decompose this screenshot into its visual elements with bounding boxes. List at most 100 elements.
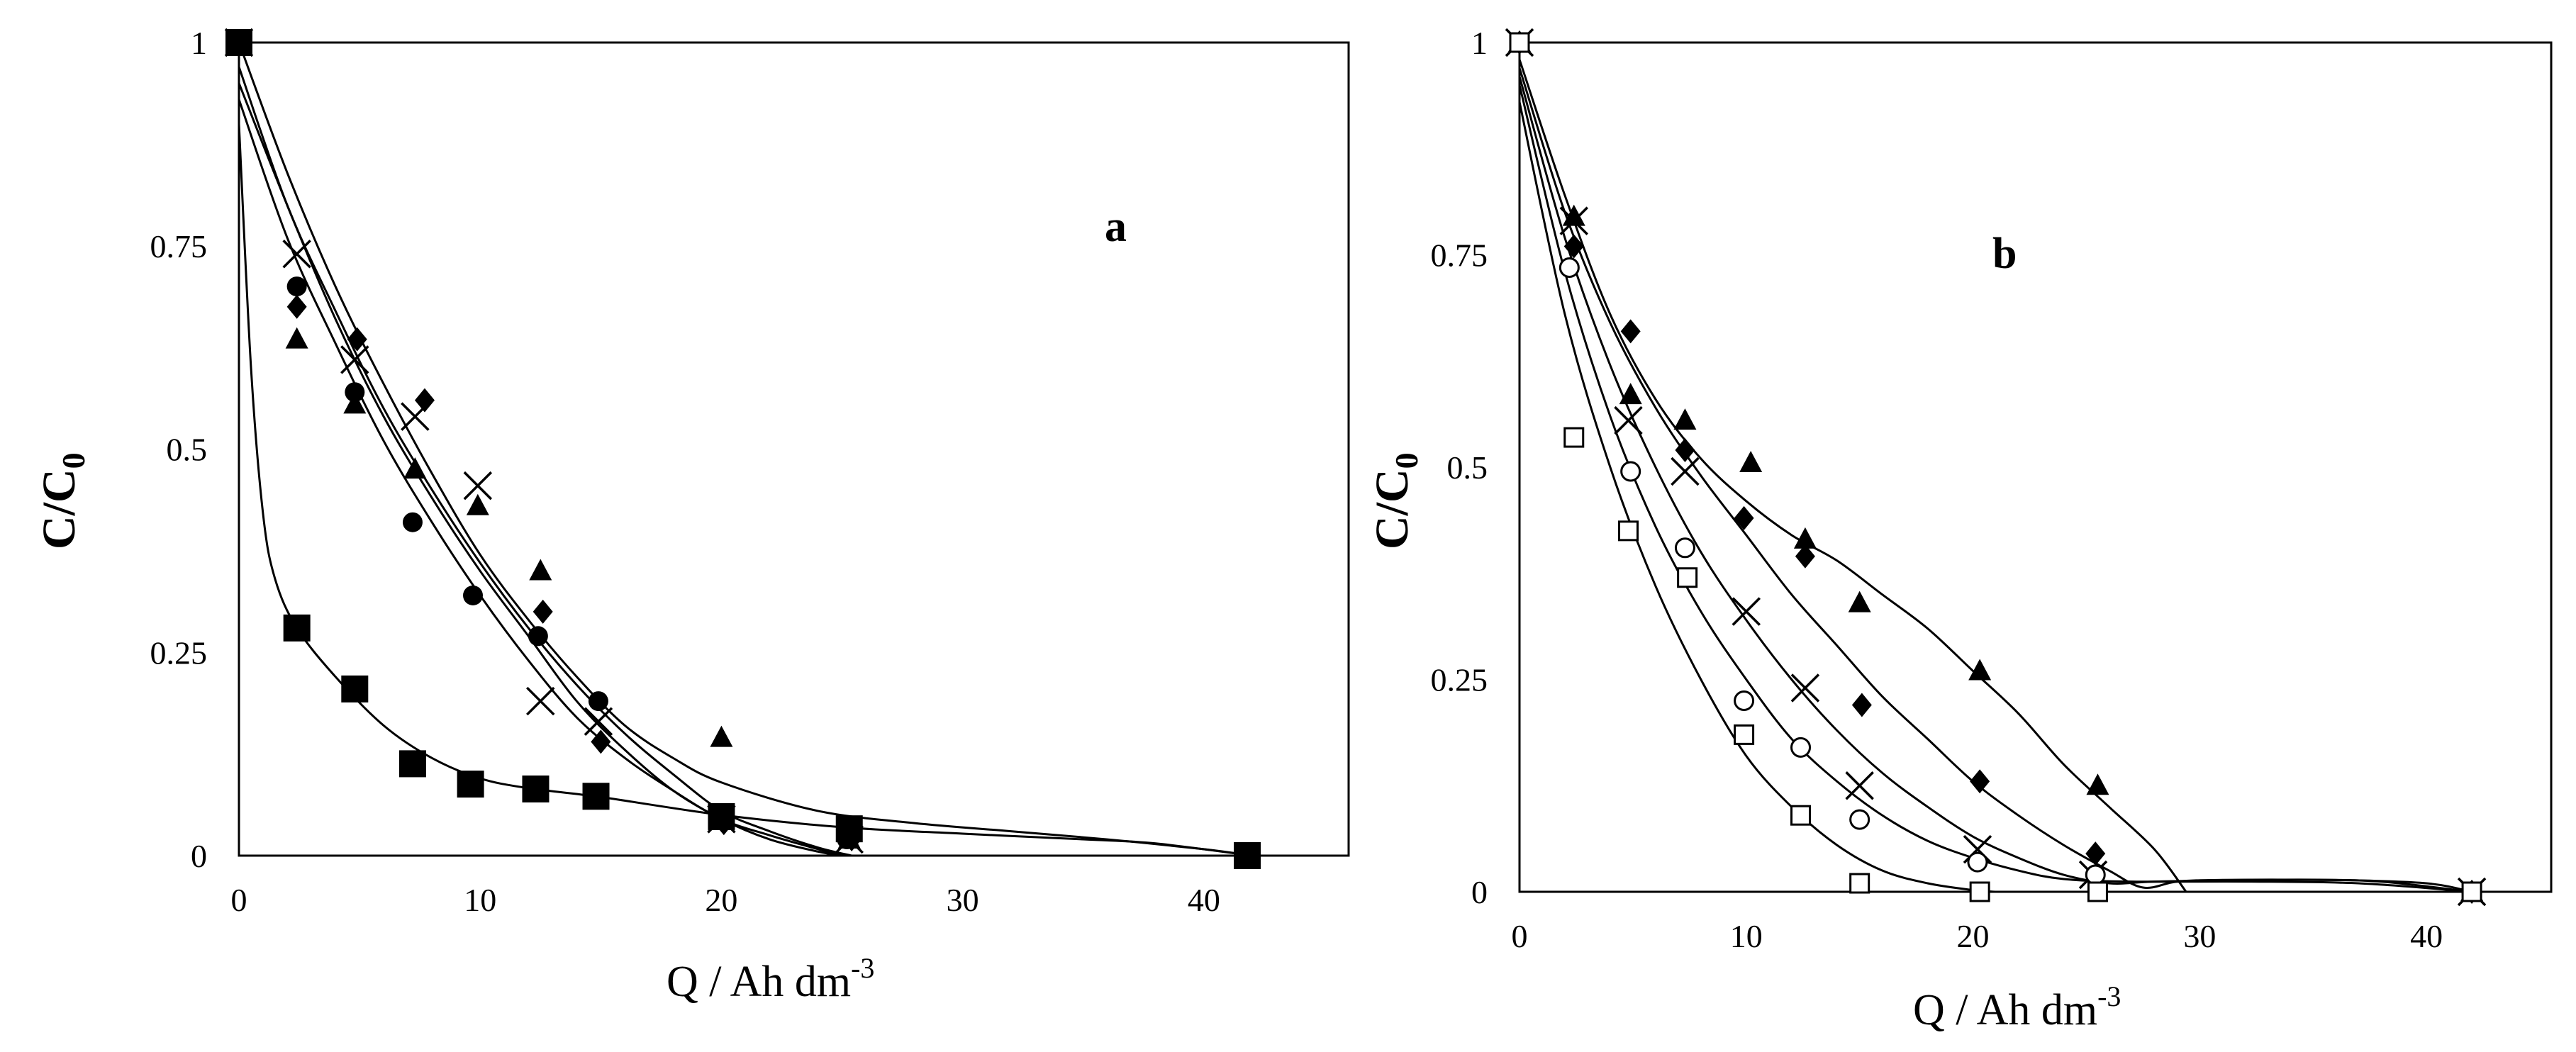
data-point-open-square [2461, 881, 2482, 902]
fit-curve-filled-triangle [1518, 59, 2187, 892]
data-point-open-circle [2085, 864, 2106, 885]
data-point-cross [1671, 457, 1700, 486]
fit-curve-open-circle [1518, 84, 2472, 893]
data-point-filled-triangle [1968, 659, 1992, 681]
data-point-cross [401, 402, 430, 431]
data-point-cross [584, 707, 613, 736]
data-point-open-square [1790, 805, 1812, 826]
y-tick-labels-a: 0 0.25 0.5 0.75 1 [150, 25, 208, 874]
data-point-cross [1790, 673, 1820, 703]
data-point-cross [340, 345, 369, 374]
data-point-cross [1845, 771, 1874, 800]
data-point-filled-diamond [1851, 693, 1872, 717]
x-tick-label: 10 [464, 882, 496, 918]
data-point-filled-diamond [533, 599, 553, 624]
fit-curves-b [1518, 59, 2472, 893]
data-point-filled-triangle [403, 457, 427, 479]
data-point-filled-triangle [529, 559, 552, 581]
data-point-open-circle [1967, 851, 1988, 873]
data-point-filled-triangle [285, 327, 308, 349]
data-point-filled-diamond [2085, 841, 2106, 866]
y-tick-label: 0.25 [1431, 662, 1488, 698]
data-point-filled-square [283, 614, 311, 642]
x-axis-label-b: Q / Ah dm-3 [1913, 980, 2121, 1034]
fit-curve-filled-diamond [238, 82, 842, 857]
data-point-filled-triangle [466, 493, 489, 515]
panel-b: 0 0.25 0.5 0.75 1 0 10 20 30 40 b Q / Ah dm-3 C/… [1366, 25, 2553, 1034]
data-point-filled-diamond [1563, 234, 1584, 259]
data-point-filled-diamond [1734, 505, 1754, 530]
data-point-filled-diamond [414, 388, 435, 413]
data-point-filled-circle [463, 585, 484, 605]
data-point-filled-diamond [1970, 769, 1990, 794]
panel-label-a: a [1105, 203, 1127, 251]
x-axis-label-sup-a: -3 [851, 952, 874, 984]
data-point-open-square [1849, 873, 1870, 894]
data-point-filled-square [582, 783, 610, 810]
fit-curves-a [238, 42, 1253, 857]
data-point-filled-diamond [591, 729, 611, 754]
plot-area-a [238, 41, 1350, 857]
data-point-filled-square [341, 675, 369, 703]
y-tick-label: 0.75 [150, 228, 208, 264]
y-tick-label: 0 [1471, 874, 1488, 910]
data-point-filled-diamond [1675, 438, 1695, 463]
y-tick-label: 0.75 [1431, 237, 1488, 274]
x-axis-label-sup-b: -3 [2097, 980, 2121, 1012]
plot-area-b [1518, 41, 2553, 893]
data-point-filled-square [1234, 842, 1261, 869]
fit-curve-filled-triangle [238, 42, 1253, 857]
data-point-filled-square [522, 775, 550, 802]
x-tick-labels-b: 0 10 20 30 40 [1512, 918, 2443, 954]
data-point-cross [1732, 597, 1761, 626]
data-point-cross [224, 28, 254, 57]
data-point-open-circle [1790, 737, 1812, 758]
y-axis-label-sub-b: 0 [1388, 452, 1424, 469]
data-point-open-circle [1849, 809, 1870, 830]
x-tick-labels-a: 0 10 20 30 40 [231, 882, 1220, 918]
x-axis-label-a: Q / Ah dm-3 [667, 952, 874, 1006]
data-point-cross [707, 805, 736, 834]
data-point-filled-diamond [286, 294, 307, 319]
data-point-open-circle [1734, 690, 1755, 711]
data-point-open-square [1617, 520, 1639, 542]
data-point-filled-triangle [1793, 527, 1817, 549]
data-point-cross [282, 239, 311, 269]
fit-curve-cross [238, 66, 852, 857]
data-point-filled-square [457, 771, 484, 798]
x-tick-label: 30 [2183, 918, 2216, 954]
data-point-cross [526, 686, 555, 716]
data-point-open-circle [1620, 461, 1641, 482]
x-tick-label: 0 [231, 882, 247, 918]
data-point-filled-circle [402, 512, 423, 532]
data-point-filled-square [398, 750, 426, 778]
data-point-cross [463, 471, 493, 500]
panel-a: 0 0.25 0.5 0.75 1 0 10 20 30 40 a Q / Ah dm-3 C/… [33, 25, 1350, 1006]
data-point-filled-triangle [1739, 451, 1763, 473]
data-point-cross [1559, 206, 1588, 235]
fit-curve-filled-square [238, 123, 1253, 857]
y-tick-label: 0 [191, 838, 207, 874]
data-point-filled-circle [588, 691, 608, 712]
y-tick-label: 0.25 [150, 634, 208, 671]
x-tick-label: 30 [947, 882, 979, 918]
data-point-open-square [1563, 427, 1585, 448]
data-point-filled-triangle [343, 392, 367, 414]
data-point-filled-diamond [1620, 319, 1641, 344]
y-tick-label: 1 [191, 25, 207, 61]
y-tick-label: 1 [1471, 25, 1488, 61]
y-tick-label: 0.5 [1447, 449, 1488, 486]
y-axis-label-sub-a: 0 [55, 452, 91, 469]
data-point-filled-circle [345, 382, 365, 403]
data-point-open-square [2087, 881, 2108, 902]
y-axis-label-b: C/C0 [1366, 452, 1424, 549]
data-point-filled-diamond [347, 327, 367, 352]
fit-curve-filled-circle [238, 99, 842, 857]
data-point-cross [1614, 405, 1643, 435]
y-axis-label-a: C/C0 [33, 452, 91, 549]
data-point-open-square [1509, 32, 1530, 53]
x-tick-label: 0 [1512, 918, 1528, 954]
x-tick-label: 40 [2410, 918, 2443, 954]
y-tick-label: 0.5 [167, 432, 208, 468]
